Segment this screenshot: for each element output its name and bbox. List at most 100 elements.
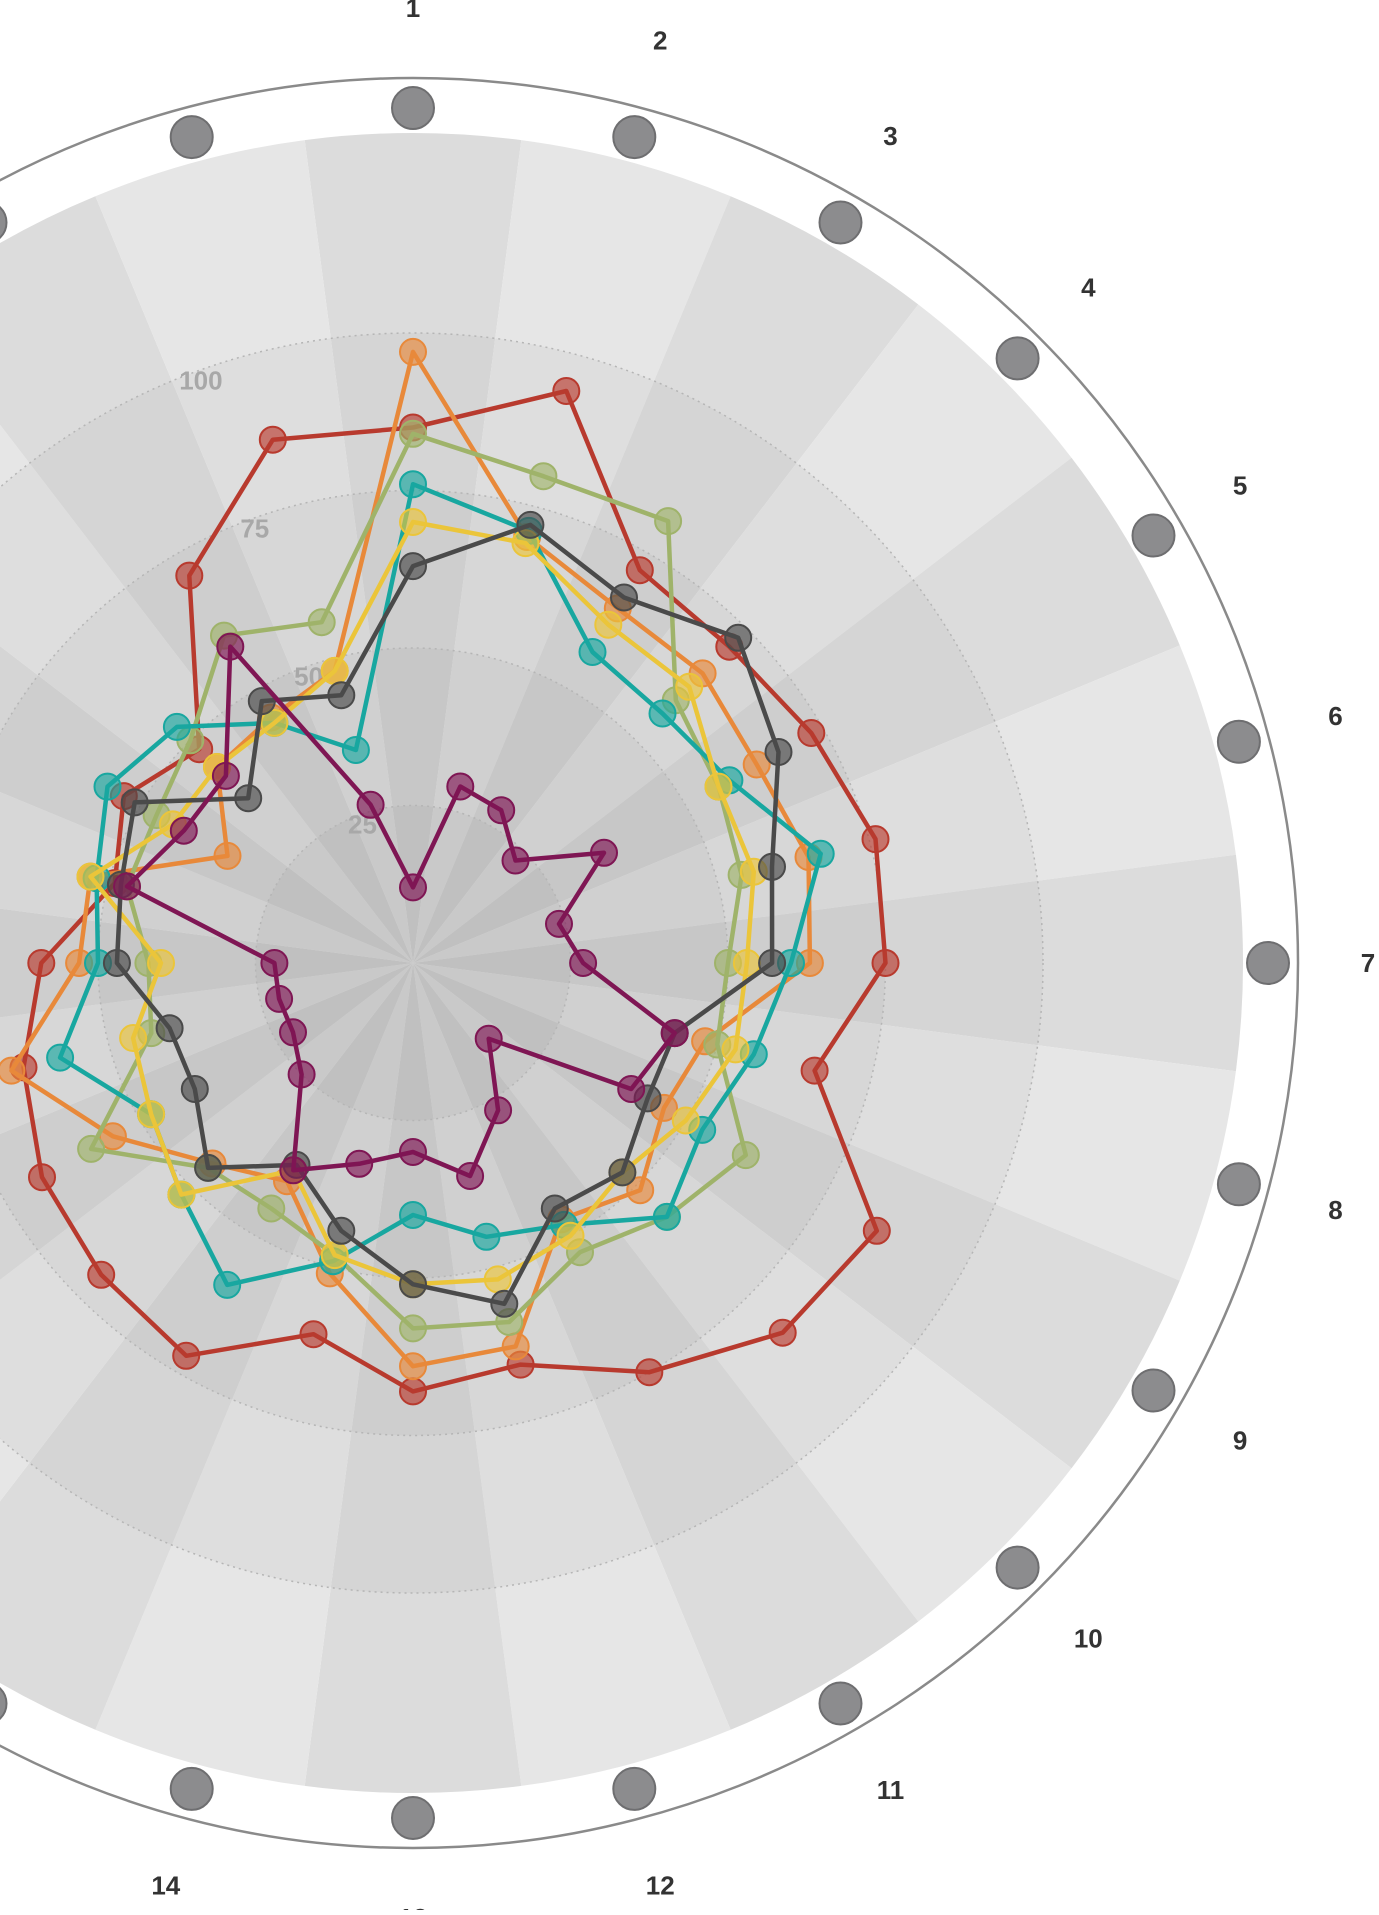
series-7-point-24 — [356, 790, 385, 819]
series-2-point-5 — [742, 750, 771, 779]
series-6-point-5 — [764, 738, 793, 766]
series-7-point-8 — [660, 1019, 689, 1048]
series-6-point-13 — [399, 1270, 427, 1299]
series-2-point-1 — [399, 337, 427, 366]
axis-label-8: 8 — [1328, 1195, 1342, 1225]
series-6-point-3 — [610, 583, 638, 612]
outer-circle — [0, 77, 1299, 1849]
series-1-point-10 — [768, 1318, 797, 1347]
series-7-point-4 — [501, 846, 530, 875]
series-1-point-23 — [175, 561, 204, 590]
sector-9 — [413, 963, 1180, 1469]
series-1-point-11 — [635, 1358, 664, 1387]
series-4-point-24 — [341, 736, 370, 764]
series-4-point-1 — [399, 470, 427, 499]
sector-3 — [413, 196, 919, 963]
series-7-point-9 — [617, 1075, 646, 1103]
series-1-point-8 — [800, 1056, 829, 1085]
series-3-point-3 — [654, 507, 683, 536]
series-6-point-1 — [399, 552, 427, 581]
series-3-point-15 — [257, 1194, 286, 1223]
sector-16 — [0, 963, 413, 1502]
axis-label-11: 11 — [877, 1775, 905, 1805]
gridline-100 — [0, 332, 1044, 1594]
series-4-point-13 — [399, 1201, 427, 1229]
series-1-point-17 — [28, 1163, 56, 1192]
ring-label-75: 75 — [240, 513, 269, 543]
axis-label-3: 3 — [883, 121, 897, 151]
axis-marker-15 — [0, 1686, 8, 1721]
series-7-point-23 — [216, 632, 245, 661]
sector-11 — [413, 963, 919, 1730]
axis-marker-12 — [612, 1766, 657, 1811]
series-6-point-7 — [758, 949, 787, 977]
series-7-point-22 — [211, 761, 240, 790]
series-1-point-9 — [862, 1216, 891, 1245]
axis-marker-23 — [0, 205, 8, 240]
series-7 — [113, 632, 689, 1190]
series-3-point-2 — [529, 462, 558, 491]
series-5-point-19 — [147, 949, 175, 977]
sector-5 — [413, 457, 1180, 963]
ring-label-100: 100 — [179, 365, 222, 395]
series-4-point-18 — [46, 1043, 75, 1072]
series-6-point-24 — [327, 681, 356, 710]
series-6-point-23 — [247, 687, 276, 716]
series-4-point-10 — [652, 1202, 681, 1231]
series-1-point-14 — [299, 1320, 328, 1349]
sector-6 — [413, 645, 1236, 963]
series-1-point-7 — [871, 949, 900, 977]
series-5-point-8 — [721, 1035, 750, 1064]
axis-marker-14 — [169, 1766, 214, 1811]
outer-frame — [0, 77, 1299, 1849]
series-7-point-3 — [487, 796, 516, 825]
axis-marker-1 — [391, 86, 435, 130]
axis-marker-6 — [1216, 719, 1261, 764]
series-1-point-19 — [27, 949, 56, 977]
axis-label-4: 4 — [1081, 273, 1096, 303]
series-7-point-18 — [265, 984, 294, 1013]
sector-14 — [95, 963, 414, 1786]
sector-15 — [0, 963, 413, 1730]
series-2-point-12 — [501, 1332, 530, 1361]
series-7-point-5 — [590, 838, 618, 867]
series-6-point-10 — [608, 1158, 637, 1187]
series-4-point-6 — [806, 839, 835, 868]
series-6-point-4 — [724, 623, 753, 652]
series-6-point-18 — [155, 1014, 184, 1043]
sector-8 — [413, 963, 1236, 1281]
sector-17 — [0, 963, 413, 1280]
series-4-point-3 — [578, 638, 607, 666]
series-5-point-4 — [675, 672, 704, 701]
series-3-point-13 — [399, 1314, 427, 1343]
series-3-point-9 — [731, 1141, 760, 1170]
axis-markers — [0, 86, 1290, 1840]
series-6 — [102, 510, 793, 1318]
series-6-point-11 — [540, 1194, 569, 1223]
series-1-point-16 — [87, 1260, 116, 1289]
axis-marker-5 — [1131, 513, 1176, 558]
axis-marker-8 — [1216, 1162, 1261, 1207]
series-5-point-5 — [704, 772, 733, 801]
series-2-point-10 — [626, 1176, 655, 1205]
series-5-point-9 — [671, 1106, 700, 1135]
series-3-point-24 — [307, 608, 336, 637]
series-4-point-21 — [93, 772, 122, 801]
sector-22 — [0, 424, 413, 963]
axis-marker-24 — [169, 115, 214, 160]
series-5-point-11 — [556, 1221, 585, 1250]
series-3-point-17 — [77, 1134, 106, 1163]
sector-1 — [304, 133, 522, 963]
data-series — [0, 337, 900, 1406]
series-2-point-21 — [213, 841, 242, 870]
axis-label-5: 5 — [1233, 471, 1247, 501]
axis-label-1: 1 — [406, 0, 420, 23]
sector-2 — [413, 140, 731, 964]
axis-marker-3 — [818, 200, 863, 245]
series-7-point-12 — [456, 1162, 485, 1190]
sector-19 — [0, 908, 413, 1018]
sector-23 — [0, 196, 413, 963]
series-6-point-17 — [180, 1075, 209, 1103]
